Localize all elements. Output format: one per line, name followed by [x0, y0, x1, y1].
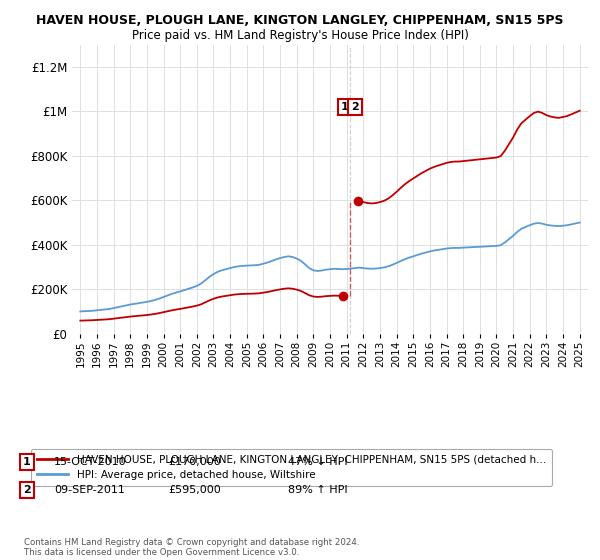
Text: £595,000: £595,000 [168, 485, 221, 495]
Text: 89% ↑ HPI: 89% ↑ HPI [288, 485, 347, 495]
Legend: HAVEN HOUSE, PLOUGH LANE, KINGTON LANGLEY, CHIPPENHAM, SN15 5PS (detached h..., : HAVEN HOUSE, PLOUGH LANE, KINGTON LANGLE… [31, 449, 552, 486]
Text: Contains HM Land Registry data © Crown copyright and database right 2024.
This d: Contains HM Land Registry data © Crown c… [24, 538, 359, 557]
Text: Price paid vs. HM Land Registry's House Price Index (HPI): Price paid vs. HM Land Registry's House … [131, 29, 469, 42]
Text: 2: 2 [351, 102, 359, 112]
Text: 15-OCT-2010: 15-OCT-2010 [54, 457, 127, 467]
Text: 09-SEP-2011: 09-SEP-2011 [54, 485, 125, 495]
Text: 1: 1 [23, 457, 31, 467]
Text: £170,000: £170,000 [168, 457, 221, 467]
Text: 2: 2 [23, 485, 31, 495]
Text: HAVEN HOUSE, PLOUGH LANE, KINGTON LANGLEY, CHIPPENHAM, SN15 5PS: HAVEN HOUSE, PLOUGH LANE, KINGTON LANGLE… [36, 14, 564, 27]
Text: 47% ↓ HPI: 47% ↓ HPI [288, 457, 347, 467]
Text: 1: 1 [341, 102, 349, 112]
